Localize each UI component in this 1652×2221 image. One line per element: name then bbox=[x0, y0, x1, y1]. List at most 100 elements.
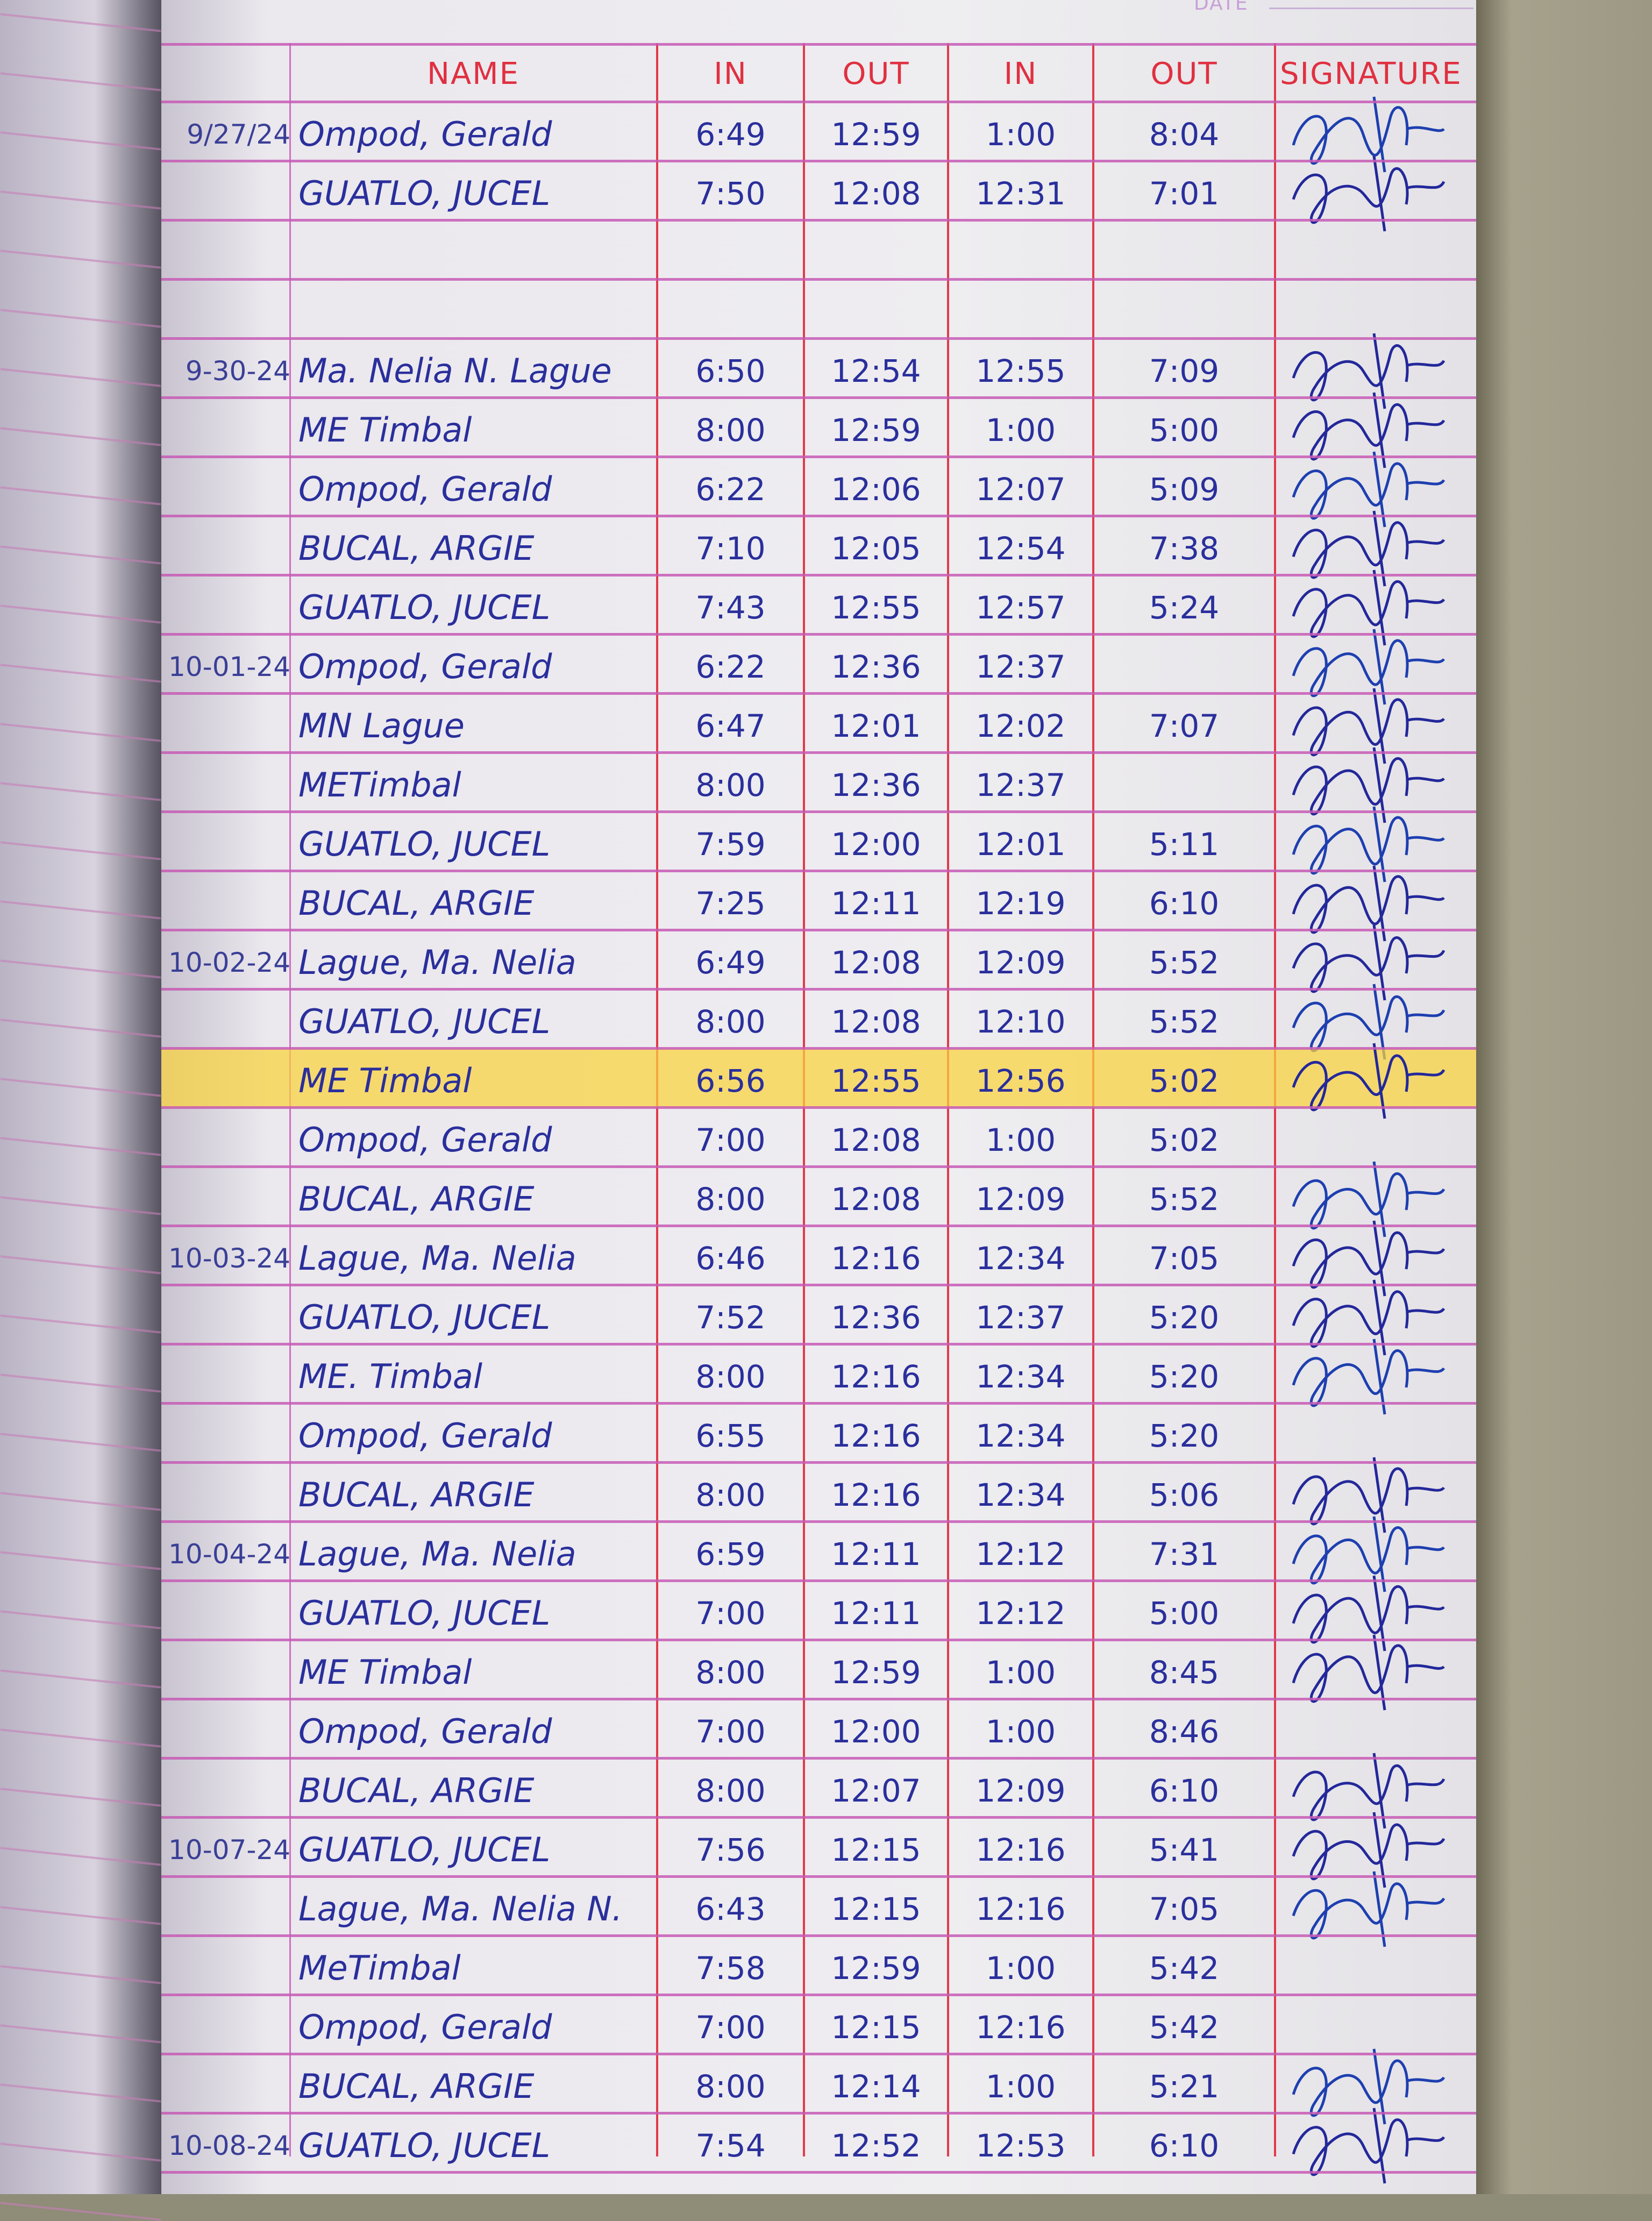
time-in-am: 6:49 bbox=[695, 944, 766, 981]
table-row[interactable]: 10-08-24 GUATLO, JUCEL 7:54 12:52 12:53 6:10 bbox=[161, 2108, 1476, 2184]
time-in-pm: 12:12 bbox=[975, 1536, 1066, 1572]
row-date bbox=[108, 1404, 290, 1463]
time-in-am: 7:59 bbox=[695, 826, 766, 863]
table-row[interactable]: 9/27/24 Ompod, Gerald 6:49 12:59 1:00 8:04 bbox=[161, 96, 1476, 173]
signature-scribble bbox=[1292, 510, 1446, 587]
employee-name: GUATLO, JUCEL bbox=[298, 2126, 551, 2165]
time-out-am: 12:07 bbox=[831, 1772, 921, 1809]
table-row[interactable]: BUCAL, ARGIE 8:00 12:08 12:09 5:52 bbox=[161, 1161, 1476, 1237]
employee-name: GUATLO, JUCEL bbox=[298, 588, 551, 627]
time-in-am: 6:22 bbox=[695, 471, 766, 508]
time-in-am: 8:00 bbox=[695, 1358, 766, 1395]
table-row[interactable]: BUCAL, ARGIE 7:25 12:11 12:19 6:10 bbox=[161, 865, 1476, 942]
time-in-am: 7:56 bbox=[695, 1832, 766, 1868]
ruled-line bbox=[161, 1698, 1476, 1700]
ruled-line bbox=[161, 870, 1476, 872]
header-signature: SIGNATURE bbox=[1280, 56, 1462, 91]
time-out-pm: 8:45 bbox=[1149, 1654, 1220, 1691]
table-row[interactable]: 10-07-24 GUATLO, JUCEL 7:56 12:15 12:16 5:41 bbox=[161, 1812, 1476, 1888]
time-in-am: 6:49 bbox=[695, 116, 766, 153]
time-out-am: 12:36 bbox=[831, 649, 921, 685]
table-row[interactable]: 10-04-24 Lague, Ma. Nelia 6:59 12:11 12:12 7:… bbox=[161, 1516, 1476, 1592]
time-in-am: 6:46 bbox=[695, 1240, 766, 1277]
time-out-pm: 5:02 bbox=[1149, 1122, 1220, 1158]
ruled-line bbox=[161, 988, 1476, 991]
table-row[interactable]: Ompod, Gerald 7:00 12:00 1:00 8:46 bbox=[161, 1699, 1476, 1759]
row-date bbox=[108, 871, 290, 930]
row-date bbox=[108, 990, 290, 1049]
table-row[interactable]: ME Timbal 8:00 12:59 1:00 8:45 bbox=[161, 1634, 1476, 1711]
header-in-pm: IN bbox=[1003, 56, 1038, 91]
table-row[interactable] bbox=[161, 280, 1476, 339]
table-row[interactable]: Ompod, Gerald 6:55 12:16 12:34 5:20 bbox=[161, 1404, 1476, 1463]
row-date bbox=[108, 1759, 290, 1818]
signature-scribble bbox=[1292, 1634, 1445, 1711]
time-out-pm: 8:04 bbox=[1149, 116, 1220, 153]
table-row[interactable]: BUCAL, ARGIE 8:00 12:07 12:09 6:10 bbox=[161, 1753, 1476, 1829]
table-row[interactable] bbox=[161, 220, 1476, 280]
time-in-pm: 12:34 bbox=[975, 1358, 1066, 1395]
ruled-line bbox=[161, 810, 1476, 813]
time-in-am: 8:00 bbox=[695, 1181, 766, 1218]
row-date: 10-01-24 bbox=[168, 651, 290, 682]
table-row[interactable]: GUATLO, JUCEL 7:50 12:08 12:31 7:01 bbox=[161, 155, 1476, 232]
table-row[interactable]: Lague, Ma. Nelia N. 6:43 12:15 12:16 7:05 bbox=[161, 1871, 1476, 1947]
table-row[interactable]: GUATLO, JUCEL 8:00 12:08 12:10 5:52 bbox=[161, 984, 1476, 1060]
table-row[interactable]: ME Timbal 8:00 12:59 1:00 5:00 bbox=[161, 392, 1476, 468]
time-out-pm: 8:46 bbox=[1149, 1713, 1220, 1750]
table-row[interactable]: MeTimbal 7:58 12:59 1:00 5:42 bbox=[161, 1936, 1476, 1995]
time-in-am: 8:00 bbox=[695, 2068, 766, 2105]
time-in-pm: 12:16 bbox=[975, 1832, 1066, 1868]
ruled-line bbox=[161, 1225, 1476, 1227]
time-out-am: 12:11 bbox=[831, 885, 921, 922]
time-out-pm bbox=[1093, 280, 1275, 339]
time-in-pm: 12:37 bbox=[975, 1299, 1066, 1336]
table-row[interactable]: 10-01-24 Ompod, Gerald 6:22 12:36 12:37 bbox=[161, 629, 1476, 705]
time-out-am: 12:06 bbox=[831, 471, 921, 508]
time-out-am: 12:15 bbox=[831, 1891, 921, 1927]
ruled-line bbox=[161, 1284, 1476, 1286]
table-row[interactable]: Ompod, Gerald 7:00 12:08 1:00 5:02 bbox=[161, 1108, 1476, 1167]
table-row[interactable]: Ompod, Gerald 7:00 12:15 12:16 5:42 bbox=[161, 1995, 1476, 2054]
ruled-line bbox=[161, 1816, 1476, 1819]
employee-name: BUCAL, ARGIE bbox=[298, 1475, 535, 1514]
ruled-line bbox=[161, 1047, 1476, 1050]
time-out-am: 12:15 bbox=[831, 2009, 921, 2046]
date-label: DATE bbox=[1194, 0, 1249, 15]
employee-name: Ompod, Gerald bbox=[298, 1416, 552, 1455]
signature-scribble bbox=[1292, 1220, 1446, 1297]
highlighted-table-row[interactable]: ME Timbal 6:56 12:55 12:56 5:02 bbox=[161, 1043, 1476, 1119]
header-out-am: OUT bbox=[842, 56, 910, 91]
table-row[interactable]: GUATLO, JUCEL 7:52 12:36 12:37 5:20 bbox=[161, 1279, 1476, 1356]
time-in-pm: 12:16 bbox=[975, 2009, 1066, 2046]
time-in-pm: 12:09 bbox=[975, 944, 1066, 981]
ruled-line bbox=[161, 1639, 1476, 1641]
table-row[interactable]: MN Lague 6:47 12:01 12:02 7:07 bbox=[161, 688, 1476, 764]
table-row[interactable]: METimbal 8:00 12:36 12:37 bbox=[161, 747, 1476, 823]
table-row[interactable]: GUATLO, JUCEL 7:00 12:11 12:12 5:00 bbox=[161, 1575, 1476, 1651]
table-row[interactable]: 10-02-24 Lague, Ma. Nelia 6:49 12:08 12:09 5:… bbox=[161, 924, 1476, 1001]
ruled-line bbox=[161, 1579, 1476, 1582]
row-date bbox=[108, 161, 290, 220]
table-row[interactable]: BUCAL, ARGIE 7:10 12:05 12:54 7:38 bbox=[161, 510, 1476, 587]
time-in-am: 7:52 bbox=[695, 1299, 766, 1336]
table-row[interactable]: BUCAL, ARGIE 8:00 12:16 12:34 5:06 bbox=[161, 1457, 1476, 1533]
employee-name: Ompod, Gerald bbox=[298, 1120, 552, 1159]
table-row[interactable]: 9-30-24 Ma. Nelia N. Lague 6:50 12:54 12:55 7… bbox=[161, 333, 1476, 409]
employee-name: MeTimbal bbox=[298, 1948, 461, 1988]
table-row[interactable]: Ompod, Gerald 6:22 12:06 12:07 5:09 bbox=[161, 451, 1476, 528]
ruled-line bbox=[161, 43, 1476, 46]
time-in-am: 7:43 bbox=[695, 589, 766, 626]
employee-name: BUCAL, ARGIE bbox=[298, 2067, 535, 2106]
table-row[interactable]: BUCAL, ARGIE 8:00 12:14 1:00 5:21 bbox=[161, 2048, 1476, 2125]
table-row[interactable]: GUATLO, JUCEL 7:59 12:00 12:01 5:11 bbox=[161, 806, 1476, 882]
time-out-am: 12:16 bbox=[831, 1240, 921, 1277]
employee-name: Ompod, Gerald bbox=[298, 115, 552, 154]
table-row[interactable]: 10-03-24 Lague, Ma. Nelia 6:46 12:16 12:34 7:… bbox=[161, 1220, 1476, 1297]
employee-name bbox=[298, 280, 653, 339]
table-row[interactable]: GUATLO, JUCEL 7:43 12:55 12:57 5:24 bbox=[161, 570, 1476, 646]
ruled-line bbox=[161, 1520, 1476, 1523]
table-row[interactable]: ME. Timbal 8:00 12:16 12:34 5:20 bbox=[161, 1339, 1476, 1415]
time-in-pm: 1:00 bbox=[985, 1713, 1056, 1750]
ruled-line bbox=[161, 101, 1476, 103]
